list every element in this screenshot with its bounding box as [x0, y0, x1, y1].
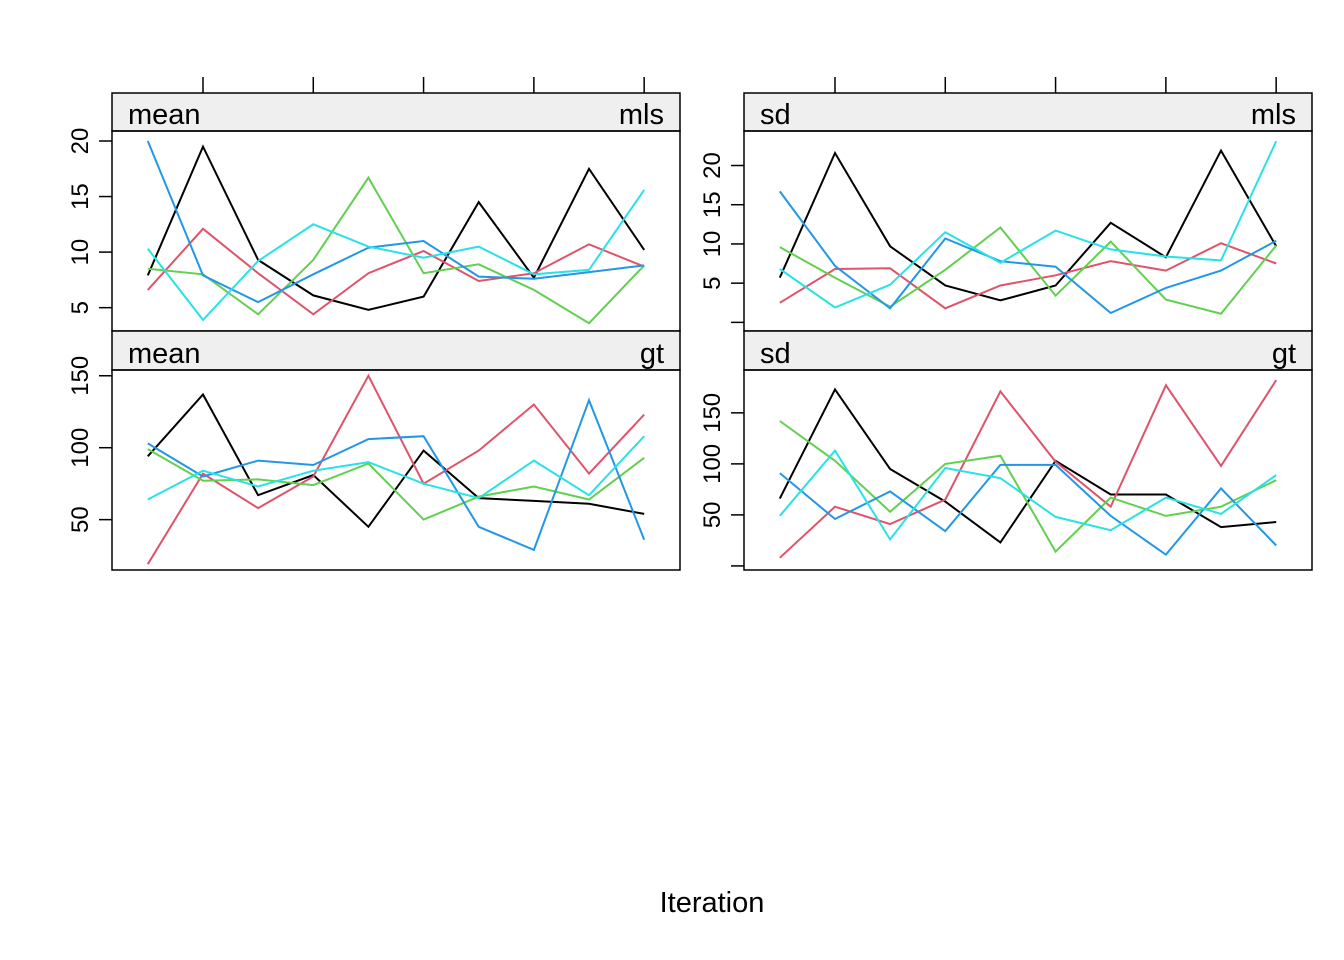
y-tick-label: 5: [699, 276, 726, 289]
strip-label-stat: mean: [128, 338, 201, 370]
y-tick-label: 5: [67, 301, 94, 314]
series-line-3: [147, 175, 645, 325]
series-line-5: [147, 189, 646, 322]
strip-sd-mls: [743, 92, 1313, 132]
y-tick-label: 150: [699, 393, 726, 433]
series-line-2: [779, 242, 1277, 310]
panel-mean-gt: mean gt 50 100 150: [67, 330, 681, 571]
series-line-5: [779, 448, 1277, 542]
series-line-4: [778, 190, 1277, 315]
plot-frame-sd-gt: [743, 369, 1313, 571]
series-line-5: [779, 140, 1278, 309]
strip-label-stat: sd: [760, 338, 791, 370]
series-line-1: [778, 148, 1278, 302]
y-tick-label: 20: [699, 152, 726, 179]
series-line-2: [779, 379, 1278, 559]
series-line-2: [146, 373, 645, 565]
series-line-4: [146, 140, 645, 304]
strip-mean-mls: [111, 92, 681, 132]
y-tick-label: 100: [67, 428, 94, 468]
series-line-1: [147, 392, 645, 529]
strip-mean-gt: [111, 330, 681, 371]
y-tick-label: 50: [67, 506, 94, 533]
plot-frame-mean-gt: [111, 369, 681, 571]
strip-label-variable: mls: [619, 99, 664, 131]
panel-sd-mls: sd mls 5 10 15 20: [699, 77, 1313, 332]
y-tick-label: 20: [67, 128, 94, 155]
y-tick-label: 50: [699, 502, 726, 529]
series-line-1: [146, 144, 646, 311]
panel-mean-mls: mean mls 5 10 15 20: [67, 77, 681, 332]
strip-label-stat: mean: [128, 99, 201, 131]
series-line-3: [779, 420, 1277, 554]
series-line-3: [779, 226, 1277, 315]
series-line-4: [779, 463, 1277, 557]
panels-layer: mean mls 5 10 15 20 sd mls 5 10 15 20 mean gt 50 100 150…: [67, 77, 1313, 571]
strip-label-variable: mls: [1251, 99, 1296, 131]
strip-sd-gt: [743, 330, 1313, 371]
y-tick-label: 10: [699, 231, 726, 258]
y-tick-label: 10: [67, 239, 94, 266]
series-line-5: [147, 435, 645, 501]
series-line-3: [147, 448, 645, 521]
panel-sd-gt: sd gt 50 100 150: [699, 330, 1313, 571]
y-tick-label: 150: [67, 356, 94, 396]
series-line-2: [147, 227, 645, 316]
y-tick-label: 100: [699, 444, 726, 484]
x-axis-title: Iteration: [660, 887, 765, 919]
y-tick-label: 15: [699, 191, 726, 218]
y-tick-label: 15: [67, 183, 94, 210]
strip-label-stat: sd: [760, 99, 791, 131]
strip-label-variable: gt: [1272, 338, 1296, 370]
series-line-4: [147, 397, 646, 552]
strip-label-variable: gt: [640, 338, 664, 370]
